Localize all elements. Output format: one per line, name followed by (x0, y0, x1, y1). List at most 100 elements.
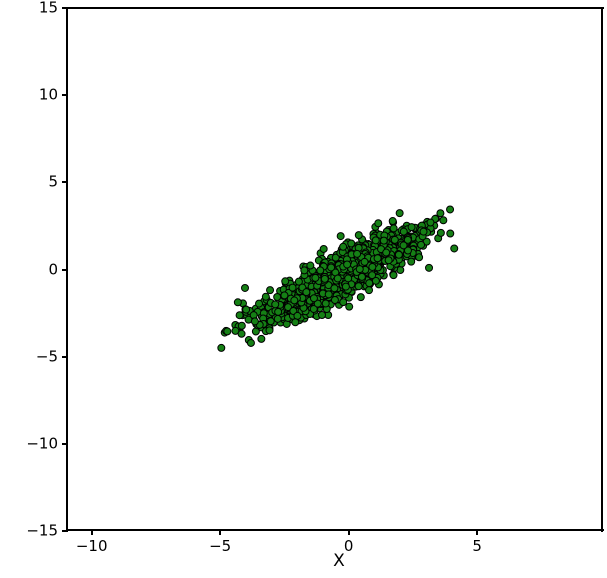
scatter-point (436, 228, 445, 237)
scatter-point (371, 236, 380, 245)
scatter-point (237, 321, 246, 330)
scatter-point (368, 271, 377, 280)
scatter-point (246, 338, 255, 347)
scatter-point (399, 241, 408, 250)
scatter-point (242, 305, 251, 314)
scatter-point (357, 272, 366, 281)
axis-spine-left (66, 7, 68, 532)
scatter-point (344, 274, 353, 283)
scatter-point (389, 271, 398, 280)
scatter-point (313, 299, 322, 308)
y-tick-label: 0 (48, 260, 58, 278)
scatter-point (302, 288, 311, 297)
y-tick-label: 15 (38, 0, 58, 17)
scatter-points-layer (217, 205, 459, 352)
y-tick-label: −5 (35, 347, 58, 366)
x-tick-mark (219, 531, 222, 535)
scatter-point (446, 205, 455, 214)
scatter-point (407, 223, 416, 232)
scatter-point (425, 263, 434, 272)
scatter-point (217, 343, 226, 352)
scatter-point (347, 239, 356, 248)
scatter-point (309, 294, 318, 303)
scatter-point (450, 244, 459, 253)
y-tick-label: −15 (26, 521, 58, 540)
scatter-point (288, 283, 297, 292)
scatter-point (355, 265, 364, 274)
scatter-point (280, 291, 289, 300)
y-tick-label: 10 (38, 85, 58, 104)
scatter-point (368, 262, 377, 271)
scatter-point (331, 253, 340, 262)
scatter-point (321, 299, 330, 308)
scatter-point (356, 293, 365, 302)
scatter-point (390, 235, 399, 244)
data-clip-region (66, 8, 603, 531)
scatter-point (237, 329, 246, 338)
scatter-point (395, 209, 404, 218)
scatter-point (345, 302, 354, 311)
scatter-point (394, 250, 403, 259)
scatter-point (384, 256, 393, 265)
scatter-point (257, 334, 266, 343)
scatter-point (343, 260, 352, 269)
scatter-point (336, 232, 345, 241)
axis-spine-top (66, 7, 604, 9)
scatter-point (284, 303, 293, 312)
scatter-point (271, 300, 280, 309)
scatter-point (294, 277, 303, 286)
scatter-point (446, 229, 455, 238)
y-tick-mark (62, 442, 66, 445)
scatter-point (365, 279, 374, 288)
scatter-point (374, 219, 383, 228)
scatter-point (389, 224, 398, 233)
x-tick-mark (476, 531, 479, 535)
scatter-point (281, 277, 290, 286)
scatter-point (320, 274, 329, 283)
scatter-point (354, 282, 363, 291)
scatter-point (417, 240, 426, 249)
scatter-point (419, 227, 428, 236)
scatter-point (309, 305, 318, 314)
scatter-point (265, 326, 274, 335)
scatter-point (330, 284, 339, 293)
x-tick-mark (90, 531, 93, 535)
scatter-point (317, 311, 326, 320)
y-tick-mark (62, 268, 66, 271)
scatter-point (360, 257, 369, 266)
scatter-point (330, 296, 339, 305)
scatter-point (426, 218, 435, 227)
scatter-point (379, 236, 388, 245)
scatter-point (266, 286, 275, 295)
x-tick-label: −10 (75, 537, 108, 555)
scatter-point (353, 249, 362, 258)
scatter-point (300, 266, 309, 275)
axis-spine-bottom (66, 529, 604, 531)
scatter-point (266, 317, 275, 326)
scatter-point (235, 311, 244, 320)
scatter-point (388, 217, 397, 226)
x-tick-label: 0 (343, 537, 354, 555)
y-tick-mark (62, 530, 66, 532)
y-tick-mark (62, 7, 66, 9)
x-tick-label: −5 (209, 537, 232, 555)
scatter-point (399, 227, 408, 236)
scatter-point (274, 307, 283, 316)
x-axis-label: X (333, 551, 345, 571)
y-tick-label: −10 (26, 434, 58, 453)
scatter-point (341, 282, 350, 291)
scatter-point (373, 254, 382, 263)
scatter-point (223, 327, 232, 336)
y-tick-mark (62, 355, 66, 358)
scatter-point (316, 266, 325, 275)
scatter-point (306, 261, 315, 270)
scatter-point (255, 299, 264, 308)
scatter-point (436, 209, 445, 218)
scatter-point (311, 273, 320, 282)
scatter-point (273, 314, 282, 323)
scatter-point (333, 274, 342, 283)
x-tick-mark (347, 531, 350, 535)
scatter-point (407, 257, 416, 266)
scatter-point (365, 286, 374, 295)
